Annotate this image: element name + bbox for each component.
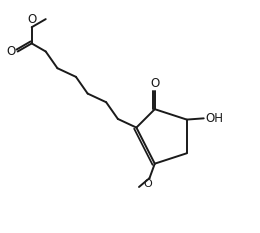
Text: O: O <box>27 13 36 26</box>
Text: OH: OH <box>205 112 223 125</box>
Text: O: O <box>6 45 16 58</box>
Text: O: O <box>144 179 153 189</box>
Text: O: O <box>150 77 159 90</box>
